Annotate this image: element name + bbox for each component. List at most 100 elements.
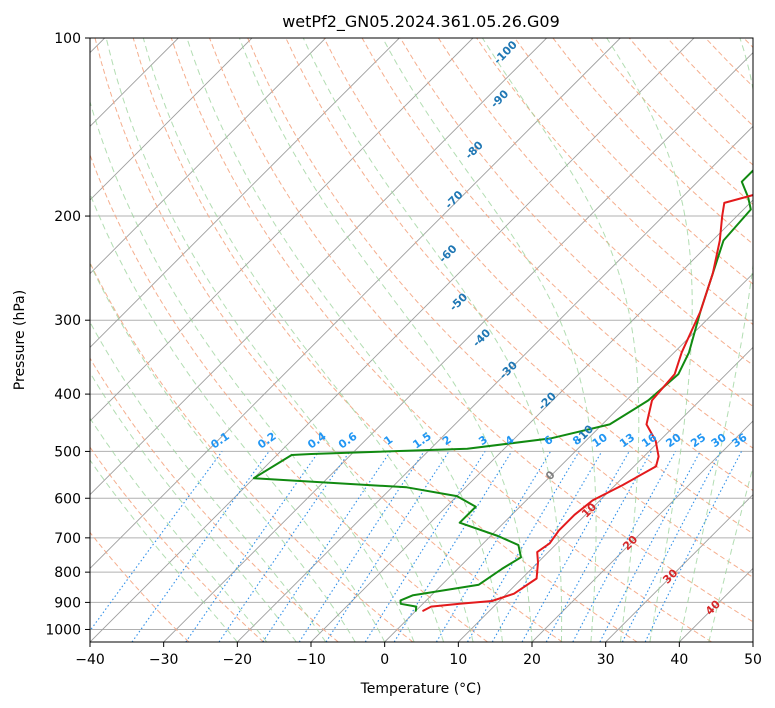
y-tick-label: 800 [54,565,81,581]
isotherm-line [163,52,753,642]
isotherm-line [384,273,753,642]
mixing-ratio-line [545,451,652,642]
mixing-ratio-line [467,451,580,642]
dry-adiabat-line [247,38,753,578]
temperature-profile-line [422,194,753,612]
mixing-ratio-label: 0.4 [305,429,329,451]
mixing-ratio-line [262,451,391,642]
dry-adiabat-line [90,357,339,642]
dry-adiabat-line [90,531,190,642]
dry-adiabat-line [743,38,753,49]
x-tick-label: 0 [380,652,389,668]
mixing-ratio-label: 0.6 [336,429,360,451]
mixing-ratio-line [572,451,676,642]
mixing-ratio-label: 1 [382,433,396,448]
mixing-ratio-line [393,451,513,642]
mixing-ratio-label: 0.1 [208,430,231,452]
y-tick-label: 200 [54,209,81,225]
isotherm-line [90,38,400,348]
x-tick-label: −30 [149,652,179,668]
dry-adiabat-label: -60 [436,242,459,265]
plot-frame [89,37,754,643]
dry-adiabat-label: -20 [536,389,559,412]
x-tick-label: −10 [296,652,326,668]
isotherm-label: 0 [543,468,558,483]
mixing-ratio-line [621,451,722,642]
dewpoint-profile-line [252,169,753,612]
dry-adiabat-line [94,38,563,642]
chart-title: wetPf2_GN05.2024.361.05.26.G09 [282,12,560,32]
profile-series [252,169,753,612]
y-tick-label: 400 [54,387,81,403]
mixing-ratio-label: 13 [617,431,637,450]
y-tick-label: 600 [54,491,81,507]
x-tick-label: 40 [670,652,688,668]
dry-adiabat-label: -50 [447,290,470,313]
y-tick-label: 900 [54,595,81,611]
dry-adiabat-line [170,38,712,642]
dry-adiabat-label: -70 [442,188,465,211]
dry-adiabat-line [514,38,753,285]
mixing-ratio-label: 2 [440,433,454,448]
isotherm-line [237,125,753,642]
dry-adiabat-line [590,38,753,206]
isotherm-line [90,38,474,422]
pressure-gridlines [90,38,753,630]
moist-adiabat-line [90,371,297,642]
dry-adiabat-line [705,38,753,88]
x-axis: −40 −30 −20 −10 0 10 20 30 40 50 [75,642,762,668]
mixing-ratio-line [298,451,425,642]
isotherm-line [605,494,753,642]
mixing-ratio-label: 4 [503,433,517,448]
dry-adiabat-label: -30 [497,358,520,381]
isotherm-line [90,38,253,201]
dry-adiabat-line [209,38,753,623]
isotherm-line [90,38,621,569]
mixing-ratio-line [599,451,701,642]
moist-adiabat-line [90,459,238,642]
x-tick-label: 20 [523,652,541,668]
mixing-ratio-label: 0.2 [255,430,278,452]
mixing-ratio-lines [90,451,742,642]
y-axis: 100 200 300 400 500 600 700 800 900 1000 [45,31,90,638]
isotherm-line [752,641,753,642]
mixing-ratio-label: 1.5 [410,430,433,452]
dry-adiabat-line [90,261,414,642]
y-tick-label: 1000 [45,622,81,638]
isotherm-label: 30 [660,566,680,586]
x-tick-label: −40 [75,652,105,668]
y-tick-label: 100 [54,31,81,47]
dry-adiabat-line [399,38,753,408]
dry-adiabat-label: -80 [463,138,486,161]
isotherm-line [531,420,753,642]
mixing-ratio-label: 30 [709,431,729,451]
moist-adiabat-line [90,417,268,642]
moist-adiabat-line [678,38,753,642]
dry-adiabat-line [361,38,753,449]
mixing-ratio-line [131,451,270,642]
dry-adiabat-line [323,38,753,492]
y-tick-label: 700 [54,531,81,547]
plot-area: 0.1 0.2 0.4 0.6 1 1.5 2 3 4 6 8 10 13 16 20 25 30 36-100-… [90,38,753,642]
mixing-ratio-line [185,451,320,642]
isotherm-line [458,346,753,642]
dry-adiabat-label: -100 [491,38,520,67]
mixing-ratio-label: 25 [688,431,708,450]
moist-adiabat-line [708,465,753,642]
mixing-ratio-line [90,451,223,632]
isotherm-line [90,38,695,642]
isotherm-line [679,567,753,642]
y-axis-label: Pressure (hPa) [12,290,28,390]
moist-adiabats [90,38,753,642]
dry-adiabat-label: -90 [488,87,511,110]
dry-adiabat-line [552,38,753,245]
mixing-ratio-line [644,451,742,642]
moist-adiabat-line [186,38,503,642]
mixing-ratio-label: 6 [542,433,556,448]
dry-adiabats [90,38,753,642]
dry-adiabat-line [90,446,264,642]
dry-adiabat-line [667,38,753,127]
mixing-ratio-line [218,451,351,642]
x-tick-label: 10 [449,652,467,668]
